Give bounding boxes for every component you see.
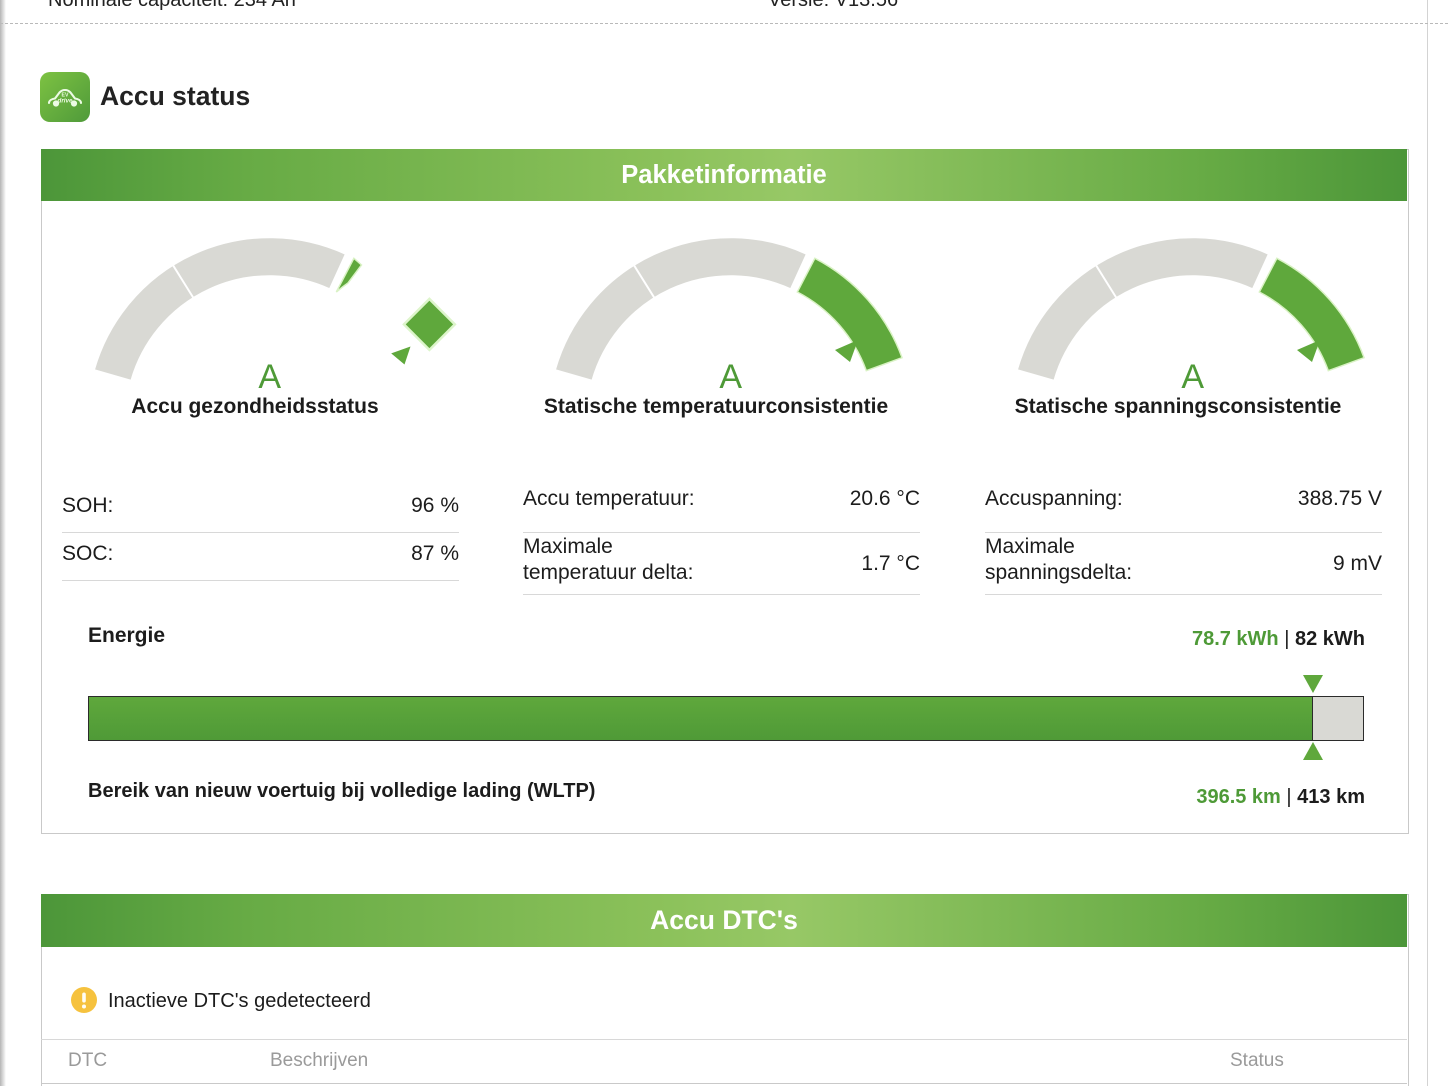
svg-text:A: A	[258, 358, 281, 396]
svg-text:drive: drive	[57, 98, 73, 105]
svg-text:A: A	[1181, 358, 1204, 396]
svg-text:A: A	[719, 358, 742, 396]
